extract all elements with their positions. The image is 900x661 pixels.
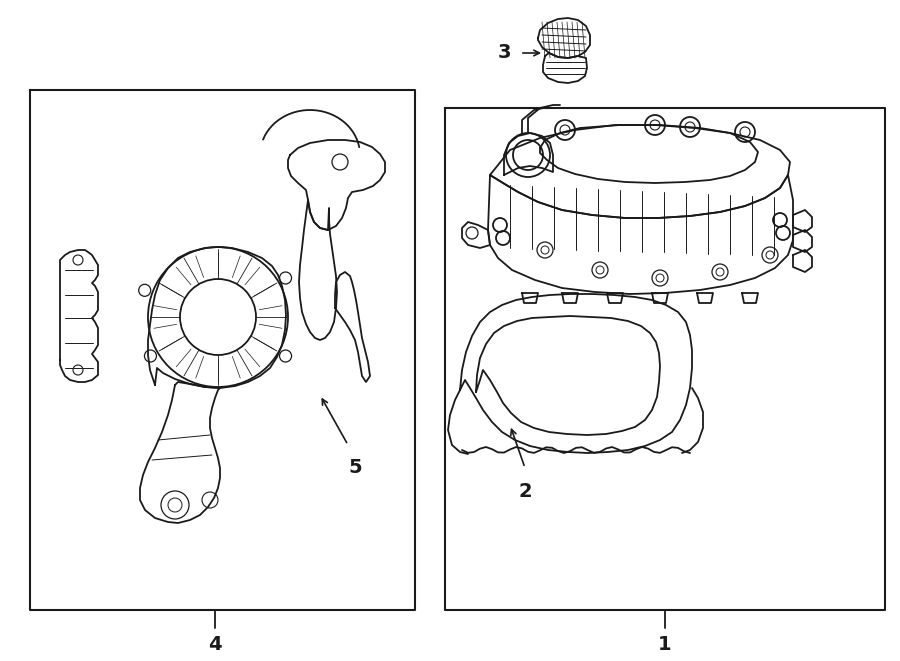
Text: 3: 3 [497, 44, 511, 63]
Text: 4: 4 [208, 635, 221, 654]
Text: 5: 5 [348, 458, 362, 477]
Text: 1: 1 [658, 635, 671, 654]
Text: 2: 2 [518, 482, 532, 501]
